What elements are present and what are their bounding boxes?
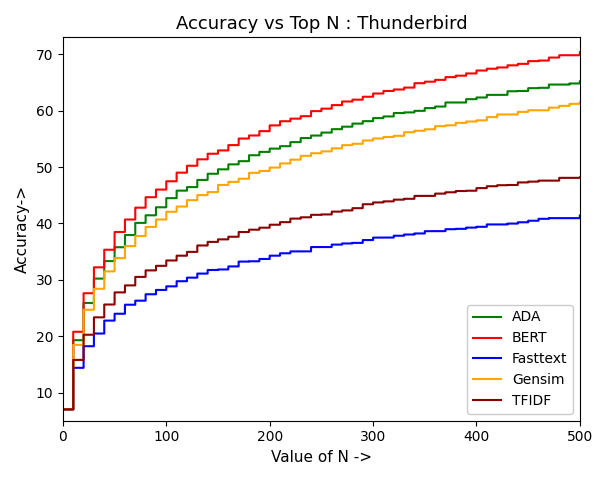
TFIDF: [297, 216, 305, 221]
Gensim: [367, 138, 374, 144]
Line: TFIDF: TFIDF: [63, 178, 580, 409]
TFIDF: [59, 407, 66, 412]
BERT: [263, 128, 271, 134]
Fasttext: [372, 235, 379, 240]
BERT: [449, 74, 457, 80]
TFIDF: [367, 202, 374, 207]
BERT: [297, 116, 305, 121]
BERT: [367, 94, 374, 100]
Gensim: [449, 122, 457, 128]
TFIDF: [449, 190, 457, 195]
Gensim: [576, 99, 584, 105]
Legend: ADA, BERT, Fasttext, Gensim, TFIDF: ADA, BERT, Fasttext, Gensim, TFIDF: [468, 305, 573, 414]
ADA: [263, 149, 271, 155]
Title: Accuracy vs Top N : Thunderbird: Accuracy vs Top N : Thunderbird: [176, 15, 467, 33]
BERT: [411, 84, 418, 90]
Line: Gensim: Gensim: [63, 102, 580, 409]
Fasttext: [411, 232, 418, 238]
ADA: [367, 118, 374, 124]
Fasttext: [297, 249, 305, 254]
Gensim: [263, 168, 271, 174]
Gensim: [59, 407, 66, 412]
Y-axis label: Accuracy->: Accuracy->: [15, 185, 30, 273]
ADA: [372, 115, 379, 121]
X-axis label: Value of N ->: Value of N ->: [271, 450, 372, 465]
Fasttext: [576, 213, 584, 218]
ADA: [297, 139, 305, 145]
TFIDF: [411, 196, 418, 202]
Fasttext: [59, 407, 66, 412]
BERT: [372, 91, 379, 96]
Fasttext: [367, 237, 374, 243]
TFIDF: [576, 175, 584, 180]
Line: BERT: BERT: [63, 52, 580, 409]
Gensim: [297, 157, 305, 163]
Line: ADA: ADA: [63, 81, 580, 409]
ADA: [59, 407, 66, 412]
Line: Fasttext: Fasttext: [63, 216, 580, 409]
Fasttext: [263, 256, 271, 262]
TFIDF: [372, 200, 379, 205]
BERT: [59, 407, 66, 412]
Gensim: [372, 136, 379, 142]
TFIDF: [263, 225, 271, 230]
BERT: [576, 49, 584, 55]
ADA: [449, 100, 457, 106]
Gensim: [411, 129, 418, 135]
ADA: [576, 78, 584, 84]
Fasttext: [449, 226, 457, 232]
ADA: [411, 109, 418, 115]
